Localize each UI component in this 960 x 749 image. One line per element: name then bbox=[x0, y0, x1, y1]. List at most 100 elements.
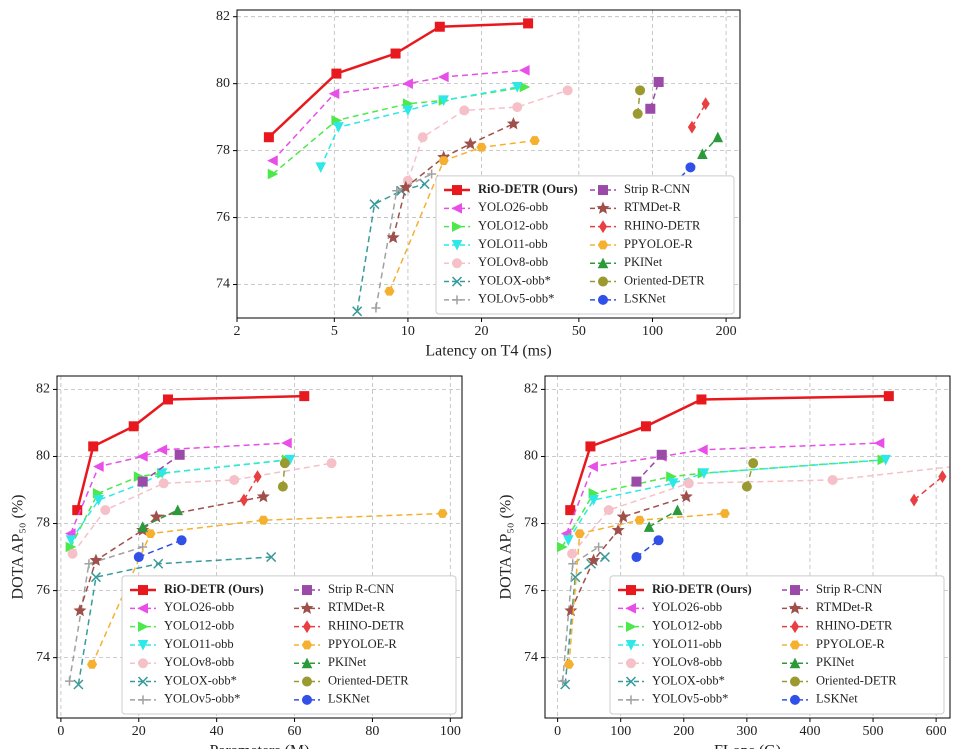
legend-label: YOLOX-obb* bbox=[652, 673, 725, 687]
x-tick-label: 300 bbox=[736, 724, 757, 739]
marker bbox=[523, 18, 534, 29]
legend-marker bbox=[789, 657, 801, 669]
y-tick-label: 82 bbox=[216, 9, 230, 24]
marker bbox=[683, 478, 694, 489]
x-tick-label: 20 bbox=[475, 324, 489, 339]
marker bbox=[511, 82, 523, 93]
panel: 0 20 40 60 80 100 74 76 78 80 82 Parameters (M) DOTA… bbox=[10, 375, 463, 749]
marker bbox=[434, 21, 445, 32]
y-tick-label: 74 bbox=[524, 650, 538, 665]
x-axis-label: FLops (G) bbox=[714, 743, 781, 749]
series-line bbox=[79, 495, 264, 611]
marker bbox=[417, 132, 428, 143]
marker bbox=[279, 458, 290, 469]
marker bbox=[84, 559, 94, 569]
marker bbox=[635, 85, 646, 96]
marker bbox=[698, 468, 710, 479]
y-tick-label: 80 bbox=[524, 449, 538, 464]
x-tick-label: 500 bbox=[863, 724, 884, 739]
series-line bbox=[388, 139, 535, 292]
marker bbox=[563, 535, 574, 546]
legend-label: Strip R-CNN bbox=[816, 582, 882, 596]
legend-label: YOLOX-obb* bbox=[478, 273, 551, 287]
marker bbox=[258, 515, 269, 525]
marker bbox=[266, 552, 277, 563]
x-tick-label: 100 bbox=[642, 324, 663, 339]
axes-frame bbox=[544, 375, 951, 719]
marker bbox=[672, 504, 683, 516]
marker bbox=[328, 88, 340, 100]
legend-label: YOLOv8-obb bbox=[478, 255, 548, 269]
marker bbox=[909, 493, 919, 507]
legend-label: YOLOv8-obb bbox=[164, 655, 234, 669]
legend-label: RTMDet-R bbox=[816, 600, 874, 614]
legend-label: Strip R-CNN bbox=[624, 182, 690, 196]
marker bbox=[153, 558, 164, 569]
legend-label: Strip R-CNN bbox=[328, 582, 394, 596]
legend-box bbox=[121, 575, 457, 715]
marker bbox=[656, 449, 667, 460]
legend-label: PKINet bbox=[328, 655, 367, 669]
legend-label: RHINO-DETR bbox=[328, 619, 405, 633]
y-tick-label: 74 bbox=[216, 277, 230, 292]
marker bbox=[89, 553, 103, 566]
legend-marker bbox=[598, 220, 608, 234]
legend-label: YOLO26-obb bbox=[478, 200, 548, 214]
marker bbox=[632, 108, 643, 119]
legend-marker bbox=[598, 276, 608, 287]
marker bbox=[611, 523, 625, 536]
series-line bbox=[69, 442, 287, 534]
legend-marker bbox=[138, 585, 148, 596]
legend-marker bbox=[598, 294, 608, 305]
legend-marker bbox=[451, 276, 463, 287]
y-tick-label: 76 bbox=[524, 583, 538, 598]
legend-label: RTMDet-R bbox=[328, 600, 386, 614]
y-axis-label: DOTA AP₅₀ (%) bbox=[498, 495, 515, 600]
marker bbox=[697, 444, 708, 456]
y-tick-label: 80 bbox=[216, 76, 230, 91]
series-group bbox=[64, 391, 448, 690]
legend-marker bbox=[452, 258, 462, 269]
legend-label: YOLO12-obb bbox=[478, 219, 548, 233]
legend-label: Oriented-DETR bbox=[624, 273, 705, 287]
series-line bbox=[568, 512, 725, 665]
marker bbox=[685, 162, 696, 173]
marker bbox=[594, 542, 604, 552]
legend-marker bbox=[138, 658, 148, 669]
marker bbox=[634, 515, 645, 525]
series-line bbox=[375, 173, 432, 309]
x-axis-label: Latency on T4 (ms) bbox=[425, 343, 551, 360]
marker bbox=[529, 136, 540, 145]
legend-marker bbox=[790, 585, 800, 596]
marker bbox=[137, 451, 148, 462]
y-tick-label: 78 bbox=[36, 516, 50, 531]
marker bbox=[277, 481, 288, 492]
marker bbox=[697, 148, 708, 159]
y-tick-label: 82 bbox=[36, 382, 50, 397]
marker bbox=[371, 303, 381, 313]
marker bbox=[640, 421, 651, 432]
marker bbox=[86, 659, 98, 669]
marker bbox=[128, 421, 139, 432]
series-line bbox=[567, 459, 886, 541]
marker bbox=[100, 505, 111, 516]
marker bbox=[73, 679, 84, 690]
series-line bbox=[71, 462, 332, 555]
legend-label: LSKNet bbox=[624, 292, 666, 306]
legend-marker bbox=[626, 695, 636, 705]
legend-marker bbox=[451, 203, 462, 214]
legend-label: PPYOLOE-R bbox=[624, 237, 693, 251]
legend-label: YOLO12-obb bbox=[652, 619, 722, 633]
series-line bbox=[913, 476, 943, 501]
marker bbox=[519, 81, 531, 93]
marker bbox=[67, 548, 78, 559]
marker bbox=[687, 120, 697, 134]
marker bbox=[90, 572, 101, 583]
marker bbox=[938, 470, 947, 484]
legend-label: PPYOLOE-R bbox=[816, 637, 885, 651]
legend-label: RiO-DETR (Ours) bbox=[164, 582, 264, 596]
legend-marker bbox=[302, 694, 312, 705]
legend-marker bbox=[596, 201, 610, 214]
marker bbox=[667, 478, 679, 489]
